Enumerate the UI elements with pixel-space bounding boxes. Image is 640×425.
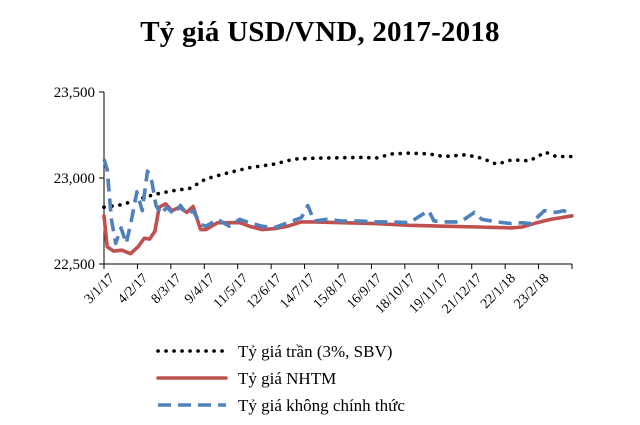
y-tick-label: 22,500: [54, 257, 95, 273]
y-tick-label: 23,000: [54, 171, 95, 187]
y-tick-label: 23,500: [54, 85, 95, 101]
legend-label-3: Tỷ giá không chính thức: [238, 396, 405, 415]
x-tick-label: 12/6/17: [244, 271, 285, 312]
series-layer: [102, 150, 574, 256]
series-line-2: [102, 202, 574, 256]
chart-axes: 22,50023,00023,5003/1/174/2/178/3/179/4/…: [54, 85, 573, 317]
legend-label-1: Tỷ giá trần (3%, SBV): [238, 342, 392, 361]
x-tick-label: 4/2/17: [115, 271, 151, 307]
chart-title: Tỷ giá USD/VND, 2017-2018: [140, 16, 500, 48]
series-line-1: [102, 150, 574, 209]
series-line-3: [102, 158, 573, 246]
x-tick-label: 14/7/17: [277, 271, 318, 312]
x-tick-label: 15/8/17: [311, 271, 352, 312]
x-tick-label: 8/3/17: [149, 271, 185, 307]
x-tick-label: 11/5/17: [211, 271, 251, 311]
legend-label-2: Tỷ giá NHTM: [238, 369, 336, 388]
x-tick-label: 23/2/18: [511, 271, 552, 312]
x-tick-label: 3/1/17: [82, 271, 118, 307]
x-tick-label: 22/1/18: [478, 271, 519, 312]
legend: Tỷ giá trần (3%, SBV) Tỷ giá NHTM Tỷ giá k…: [156, 342, 405, 415]
